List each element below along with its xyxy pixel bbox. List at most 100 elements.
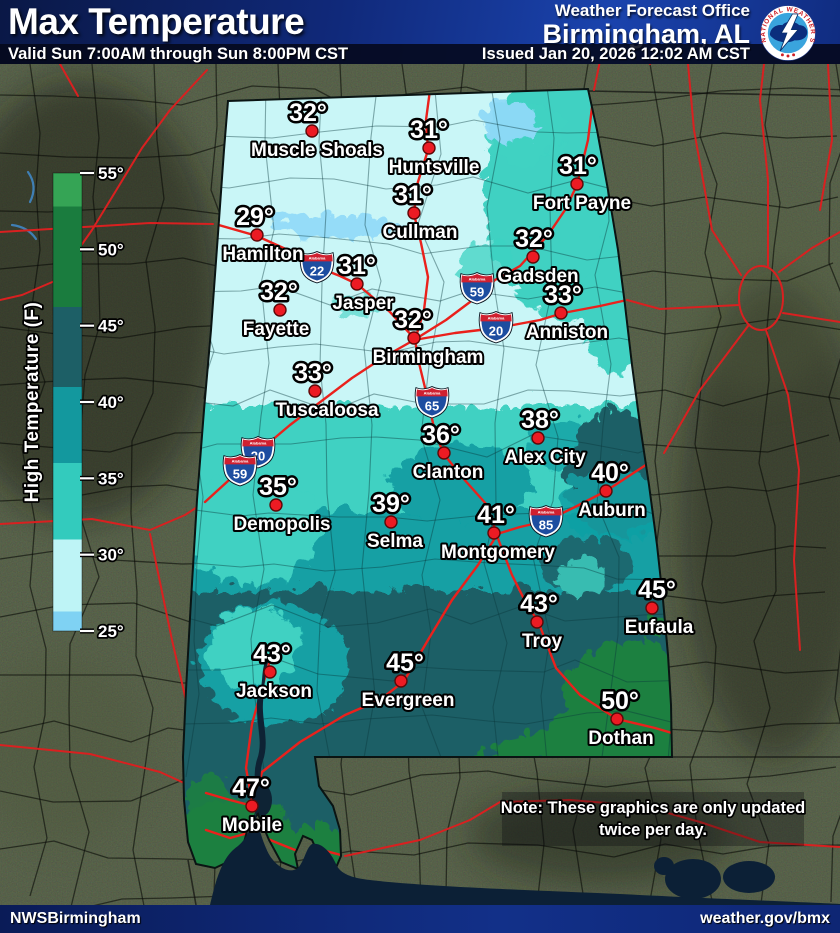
city-name: Birmingham	[373, 347, 484, 368]
city-name: Gadsden	[497, 266, 578, 287]
city-name: Dothan	[588, 728, 653, 749]
city-temp: 45°	[638, 576, 676, 604]
city-dot	[645, 601, 659, 615]
temperature-legend: 55° 50° 45° 40° 35° 30° 25° High Temperature (…	[20, 162, 125, 643]
city-name: Alex City	[504, 447, 586, 468]
city-marker: 32° Muscle Shoals	[249, 97, 385, 164]
city-marker: 31° Cullman	[381, 179, 460, 246]
footer-website: weather.gov/bmx	[700, 910, 830, 927]
city-marker: 41° Montgomery	[439, 499, 557, 566]
city-marker: 32° Fayette	[241, 276, 312, 343]
city-marker: 31° Huntsville	[387, 114, 482, 181]
city-name: Jackson	[236, 681, 312, 702]
city-name: Hamilton	[222, 244, 303, 265]
legend-title: High Temperature (F)	[22, 302, 43, 503]
city-dot	[610, 712, 624, 726]
city-markers: 32° Muscle Shoals 31° Huntsville 31° Fort Pay…	[220, 97, 696, 839]
city-temp: 32°	[394, 306, 432, 334]
legend-colorbar	[52, 172, 83, 632]
city-dot	[487, 526, 501, 540]
city-temp: 38°	[521, 406, 559, 434]
city-dot	[384, 515, 398, 529]
city-dot	[531, 431, 545, 445]
city-name: Montgomery	[441, 542, 555, 563]
city-temp: 33°	[544, 281, 582, 309]
city-marker: 38° Alex City	[502, 404, 588, 471]
city-name: Clanton	[413, 462, 484, 483]
city-temp: 31°	[338, 252, 376, 280]
legend-tick-label: 35°	[98, 469, 124, 488]
city-temp: 31°	[394, 181, 432, 209]
city-temp: 29°	[236, 203, 274, 231]
city-temp: 31°	[559, 152, 597, 180]
interstate-22-shield: Alabama 22	[299, 250, 335, 284]
shield-state-label: Alabama	[309, 256, 326, 261]
city-name: Anniston	[526, 322, 608, 343]
shield-state-label: Alabama	[232, 459, 249, 464]
legend-tick-label: 55°	[98, 164, 124, 183]
legend-tick-label: 25°	[98, 622, 124, 641]
city-dot	[599, 484, 613, 498]
shield-route-number: 20	[489, 324, 503, 339]
city-name: Fayette	[243, 319, 310, 340]
note-line-1: Note: These graphics are only updated	[501, 799, 805, 817]
city-marker: 32° Gadsden	[495, 223, 580, 290]
city-dot	[530, 615, 544, 629]
shield-route-number: 59	[233, 467, 247, 482]
city-dot	[422, 141, 436, 155]
city-dot	[263, 665, 277, 679]
city-dot	[407, 331, 421, 345]
interstate-shields: Alabama22Alabama59Alabama20Alabama65Alab…	[222, 250, 564, 538]
city-name: Mobile	[222, 815, 282, 836]
city-name: Evergreen	[362, 690, 455, 711]
city-dot	[437, 446, 451, 460]
issued-time: Issued Jan 20, 2026 12:02 AM CST	[481, 44, 750, 63]
interstate-59-shield: Alabama 59	[459, 271, 495, 305]
nws-logo: NATIONAL WEATHER SERVICE	[760, 5, 816, 61]
city-dot	[407, 206, 421, 220]
state-boundary-lines	[187, 90, 840, 906]
city-dot	[269, 498, 283, 512]
city-name: Tuscaloosa	[275, 400, 379, 421]
city-temp: 33°	[294, 359, 332, 387]
city-dot	[394, 674, 408, 688]
interstate-65-shield: Alabama 65	[414, 385, 450, 419]
city-name: Eufaula	[625, 617, 694, 638]
city-name: Demopolis	[233, 514, 330, 535]
city-dot	[250, 228, 264, 242]
city-dot	[308, 384, 322, 398]
city-name: Troy	[522, 631, 563, 652]
shield-route-number: 85	[539, 518, 553, 533]
city-marker: 29° Hamilton	[220, 201, 305, 268]
city-marker: 50° Dothan	[586, 685, 655, 752]
city-name: Cullman	[383, 222, 458, 243]
legend-tick-label: 40°	[98, 393, 124, 412]
city-dot	[526, 250, 540, 264]
city-dot	[570, 177, 584, 191]
city-dot	[305, 124, 319, 138]
office-name: Birmingham, AL	[542, 18, 750, 49]
city-marker: 36° Clanton	[411, 419, 486, 486]
city-name: Auburn	[578, 500, 646, 521]
city-temp: 43°	[253, 640, 291, 668]
interstate-20-shield: Alabama 20	[478, 310, 514, 344]
city-temp: 36°	[422, 421, 460, 449]
legend-tick-label: 45°	[98, 317, 124, 336]
shield-state-label: Alabama	[488, 316, 505, 321]
city-dot	[554, 306, 568, 320]
shield-route-number: 65	[425, 399, 439, 414]
shield-route-number: 59	[470, 285, 484, 300]
city-name: Jasper	[332, 293, 394, 314]
office-label: Weather Forecast Office	[554, 1, 750, 20]
footer-bar: NWSBirmingham weather.gov/bmx	[0, 905, 840, 933]
city-marker: 45° Evergreen	[360, 647, 457, 714]
city-dot	[350, 277, 364, 291]
city-temp: 45°	[386, 649, 424, 677]
shield-state-label: Alabama	[469, 277, 486, 282]
city-name: Huntsville	[389, 157, 480, 178]
shield-state-label: Alabama	[250, 441, 267, 446]
city-temp: 32°	[289, 99, 327, 127]
alabama-temperature-fill	[182, 88, 673, 871]
shield-state-label: Alabama	[424, 391, 441, 396]
